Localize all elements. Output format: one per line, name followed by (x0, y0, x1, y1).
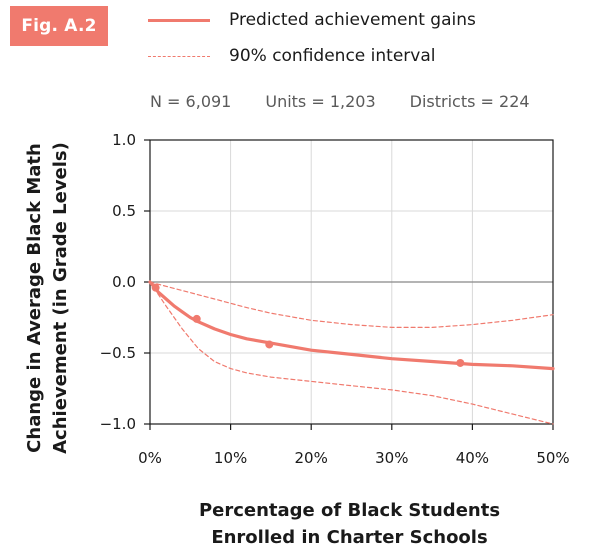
legend-item-predicted: Predicted achievement gains (148, 2, 476, 38)
legend-solid-swatch (148, 18, 210, 22)
legend-label-confidence: 90% confidence interval (229, 46, 436, 66)
stat-districts: Districts = 224 (409, 92, 530, 111)
data-point-marker (456, 358, 465, 367)
legend: Predicted achievement gains 90% confiden… (148, 2, 476, 74)
legend-label-predicted: Predicted achievement gains (229, 10, 476, 30)
y-tick-label: 1.0 (112, 131, 136, 149)
stat-n: N = 6,091 (150, 92, 232, 111)
confidence-interval-line (149, 281, 554, 328)
x-axis-title-line: Enrolled in Charter Schools (211, 527, 487, 548)
x-tick-label: 0% (138, 449, 162, 467)
data-point-marker (151, 283, 160, 292)
y-tick-label: 0.0 (112, 273, 136, 291)
data-point-marker (265, 340, 274, 349)
legend-dashed-swatch (148, 55, 210, 57)
predicted-gains-line (148, 280, 555, 371)
sample-stats: N = 6,091 Units = 1,203 Districts = 224 (150, 92, 530, 111)
x-tick-label: 30% (375, 449, 408, 467)
y-axis-title-line: Achievement (in Grade Levels) (50, 142, 71, 454)
y-tick-label: −0.5 (100, 344, 136, 362)
y-tick-label: −1.0 (100, 415, 136, 433)
x-axis-title-line: Percentage of Black Students (199, 500, 500, 521)
x-tick-label: 20% (295, 449, 328, 467)
x-tick-label: 40% (456, 449, 489, 467)
y-axis-title-line: Change in Average Black Math (24, 143, 45, 453)
y-axis-title: Change in Average Black Math Achievement … (24, 142, 71, 454)
stat-units: Units = 1,203 (265, 92, 376, 111)
confidence-interval-line (149, 281, 554, 425)
y-tick-label: 0.5 (112, 202, 136, 220)
x-axis-title: Percentage of Black Students Enrolled in … (199, 500, 500, 548)
x-tick-label: 10% (214, 449, 247, 467)
data-point-marker (192, 314, 201, 323)
figure-badge: Fig. A.2 (10, 6, 108, 46)
x-tick-label: 50% (536, 449, 569, 467)
legend-item-confidence: 90% confidence interval (148, 38, 476, 74)
